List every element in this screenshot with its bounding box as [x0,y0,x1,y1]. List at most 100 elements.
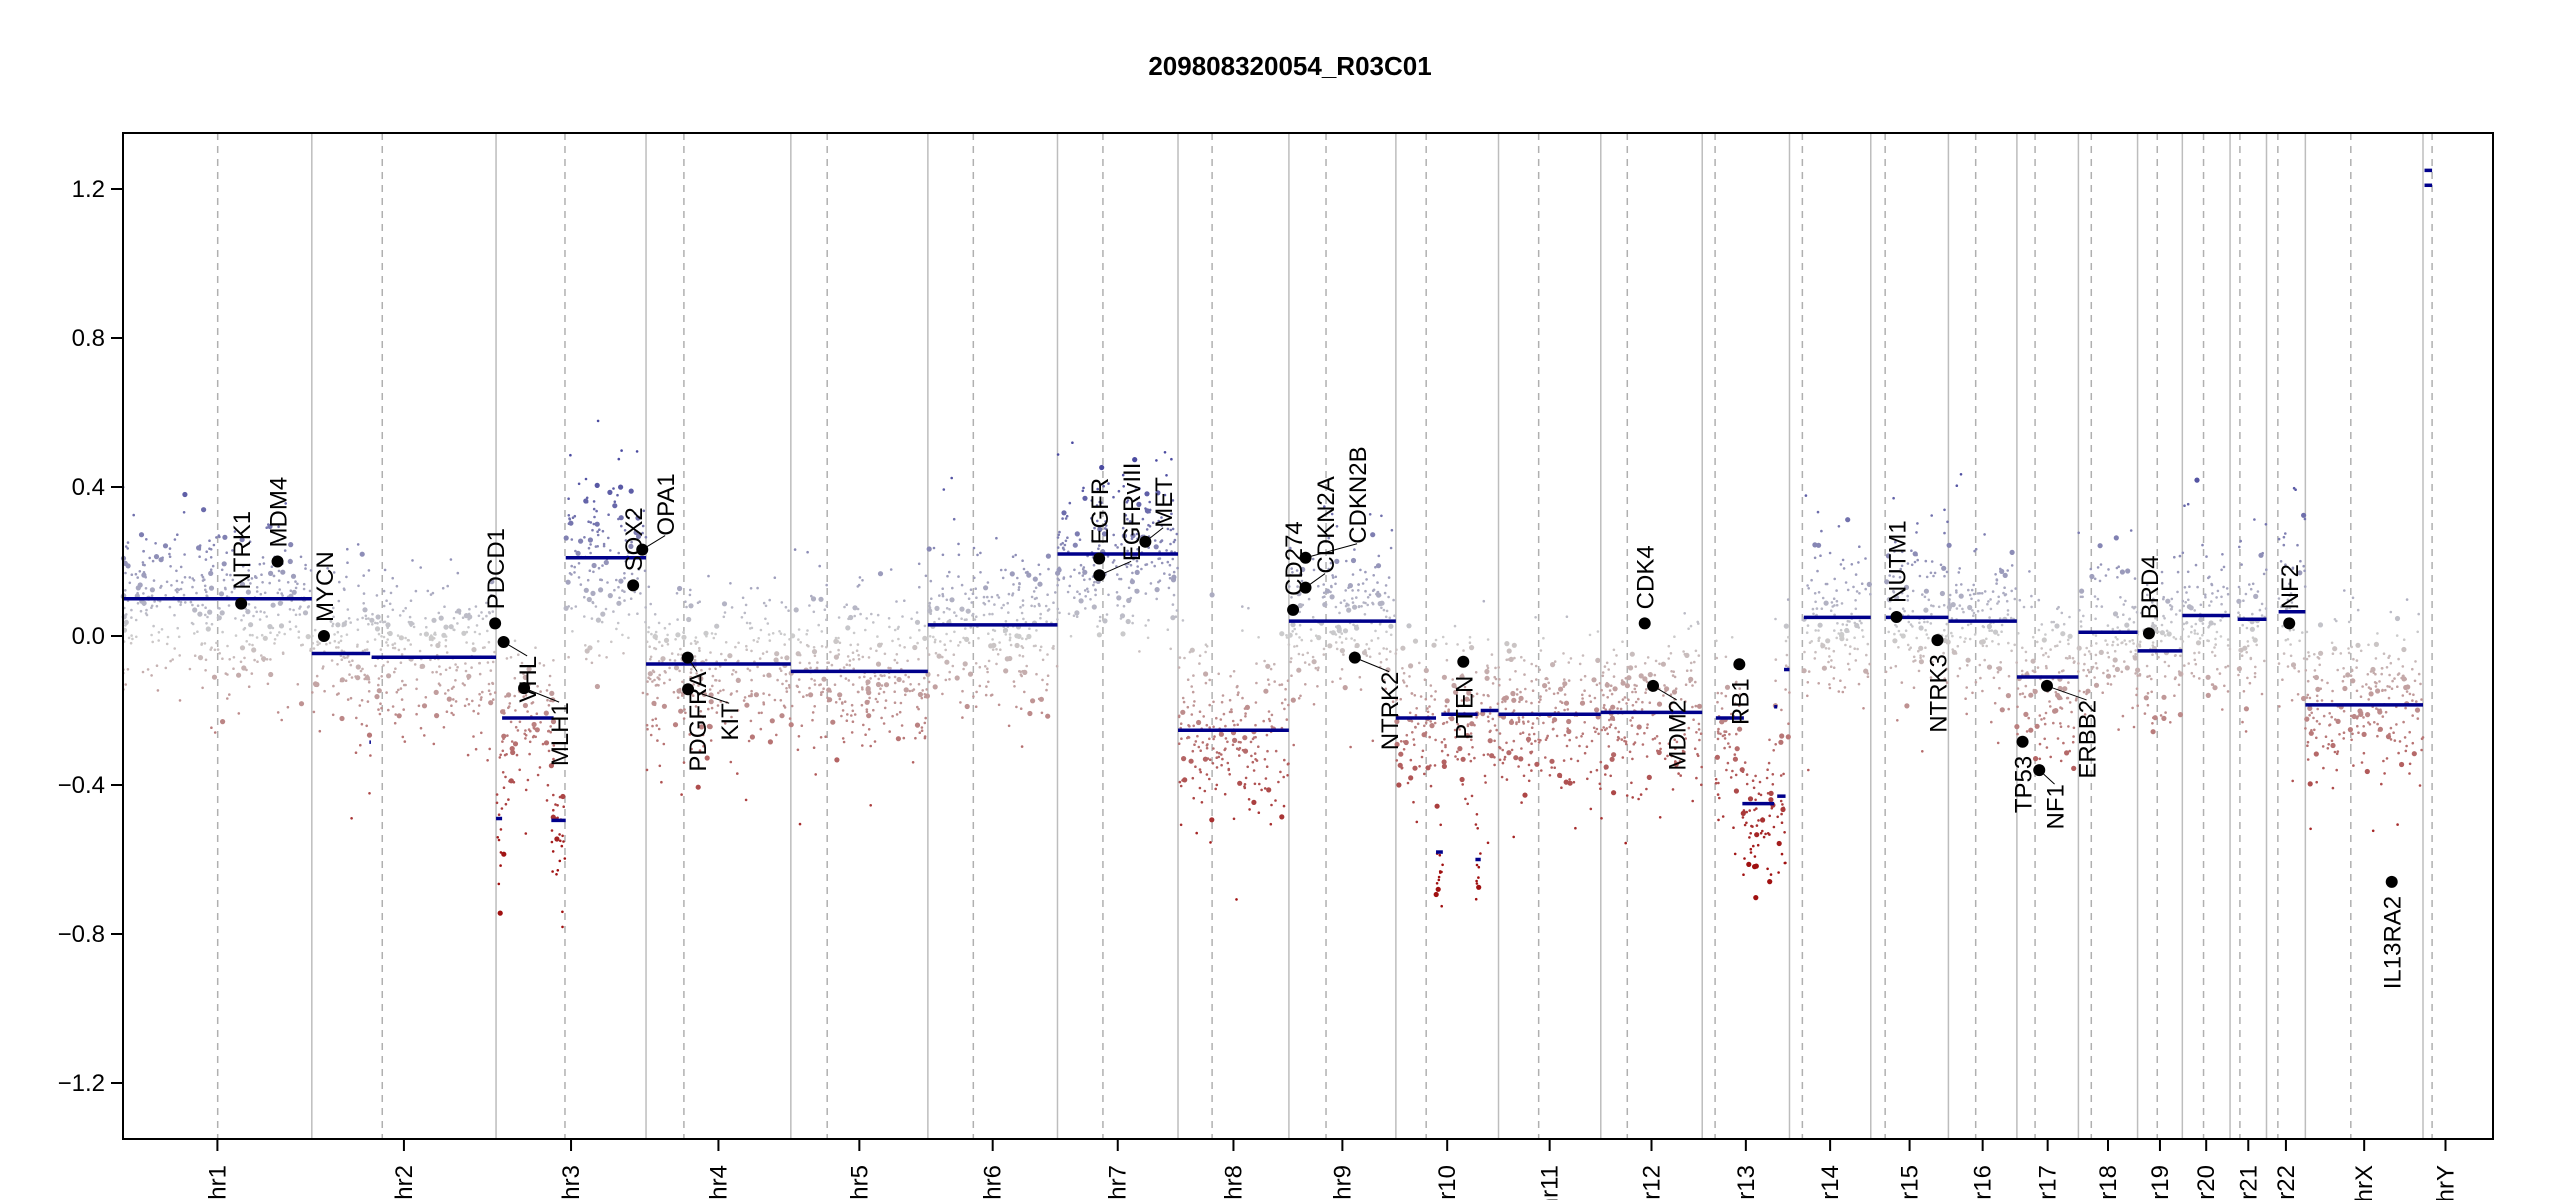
probe-point [2383,772,2386,775]
probe-point [1186,736,1189,740]
probe-point [265,526,269,529]
gene-label: SOX2 [621,507,648,571]
probe-point [1331,574,1334,577]
y-tick-label: 0.8 [72,325,105,352]
probe-point [2221,553,2224,556]
probe-point [632,527,635,530]
probe-point [1515,693,1519,696]
probe-point [1965,657,1971,663]
probe-point [753,692,760,698]
probe-point [1383,591,1387,595]
probe-point [1921,750,1924,753]
probe-point [1374,565,1377,569]
gene-leader-line [2046,685,2087,701]
probe-point [486,661,490,664]
probe-point [688,733,691,736]
probe-point [1055,570,1061,576]
probe-point [597,566,601,570]
probe-point [1284,687,1287,691]
probe-point [1860,621,1863,625]
probe-point [833,638,839,645]
probe-point [585,657,588,661]
probe-point [979,571,982,574]
probe-point [1674,760,1677,763]
probe-point [1092,563,1096,567]
probe-point [2106,651,2109,655]
probe-point [775,733,778,737]
probe-point [2313,674,2319,681]
probe-point [1388,616,1392,620]
probe-point [2220,595,2223,599]
probe-point [2104,574,2108,577]
probe-point [2297,670,2301,673]
probe-point [1563,678,1566,681]
gene-point [2283,617,2296,630]
probe-point [1784,639,1788,643]
probe-point [1951,649,1957,655]
probe-point [2078,609,2081,612]
probe-point [1334,605,1338,609]
probe-point [924,716,927,720]
probe-point [1844,581,1848,584]
probe-point [1908,648,1911,651]
probe-point [2053,708,2059,714]
probe-point [1428,705,1431,708]
probe-point [1385,667,1391,673]
probe-point [663,637,670,644]
probe-point [1943,628,1946,632]
probe-point [2420,748,2423,752]
probe-point [153,554,160,560]
probe-point [385,691,388,694]
probe-point [2322,766,2325,770]
probe-point [2282,543,2286,547]
probe-point [1167,586,1171,590]
probe-point [2072,726,2076,730]
probe-point [2021,692,2025,695]
probe-point [524,729,527,732]
probe-point [1608,708,1612,711]
probe-point [1715,656,1719,660]
probe-point [1595,683,1599,687]
probe-point [1907,620,1911,624]
probe-point [967,597,971,600]
probe-point [2059,722,2062,725]
probe-point [393,670,396,674]
probe-point [1807,670,1811,673]
probe-point [577,562,581,565]
probe-point [237,712,241,715]
probe-point [1055,664,1059,668]
probe-point [825,618,828,622]
probe-point [499,864,502,867]
probe-point [1468,635,1472,639]
probe-point [1339,677,1342,680]
probe-point [877,642,883,648]
probe-point [2124,622,2130,628]
probe-point [1365,578,1368,581]
probe-point [218,591,225,597]
probe-point [1119,613,1126,619]
probe-point [337,641,341,644]
probe-point [985,685,988,688]
probe-point [236,672,242,678]
probe-point [1442,721,1446,725]
probe-point [145,608,148,612]
probe-point [552,659,555,662]
probe-point [2245,626,2249,630]
probe-point [1297,652,1301,656]
probe-point [2042,653,2045,657]
probe-point [653,646,656,650]
probe-point [636,533,642,540]
probe-point [2335,768,2338,772]
probe-point [531,735,535,739]
probe-point [644,535,648,539]
probe-point [1734,681,1738,684]
probe-point [124,683,127,686]
probe-point [1132,457,1138,463]
probe-point [953,611,956,614]
probe-point [1494,677,1498,681]
probe-point [2260,602,2264,606]
probe-point [344,679,348,682]
probe-point [386,673,392,679]
probe-point [1204,681,1208,685]
probe-point [366,732,373,738]
